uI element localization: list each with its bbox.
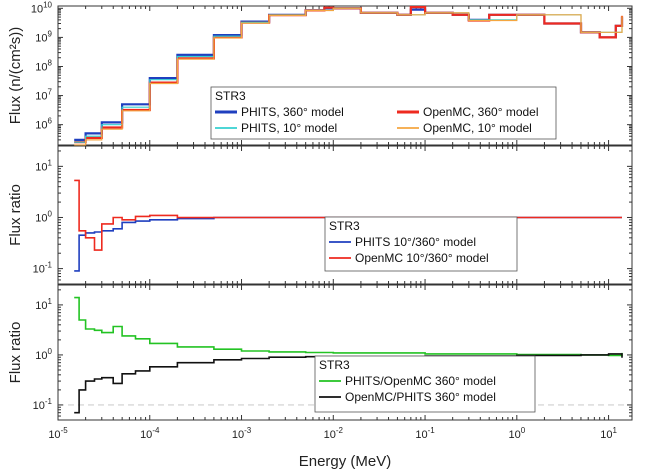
x-tick-label: 10-3 — [232, 426, 252, 441]
x-tick-label: 10-5 — [48, 426, 68, 441]
y-tick-label: 107 — [35, 88, 52, 103]
y-axis-label: Flux ratio — [7, 184, 24, 246]
y-tick-label: 100 — [35, 347, 52, 362]
panel-bottom: 10-1 100 101 10-5 10-4 10-3 10-2 10-1 100 101 Flux… — [7, 284, 633, 470]
series-line-middle-1 — [74, 179, 622, 251]
y-tick-label: 106 — [35, 117, 52, 132]
legend-label: OpenMC, 10° model — [423, 121, 532, 135]
legend-middle: STR3 PHITS 10°/360° model OpenMC 10°/360° … — [324, 216, 518, 272]
legend-title: STR3 — [215, 89, 246, 103]
y-axis-label: Flux ratio — [7, 322, 24, 384]
series-line-top-3 — [74, 7, 623, 146]
x-axis-label: Energy (MeV) — [299, 453, 392, 470]
x-tick-label: 101 — [600, 426, 617, 441]
y-tick-label: 10-1 — [33, 261, 53, 276]
y-tick-label: 1010 — [31, 0, 53, 15]
y-axis-label: Flux (n/(cm²s)) — [7, 27, 24, 125]
legend-label: PHITS, 360° model — [241, 105, 344, 119]
x-tick-label: 10-4 — [140, 426, 160, 441]
legend-box — [314, 355, 536, 413]
panel-top: 106 107 108 109 1010 Flux (n/(cm²s)) STR3 PHITS… — [7, 0, 633, 146]
y-tick-label: 108 — [35, 58, 52, 73]
legend-label: OpenMC/PHITS 360° model — [345, 390, 496, 404]
y-tick-label: 109 — [35, 29, 52, 44]
x-tick-label: 10-1 — [415, 426, 435, 441]
y-tick-label: 101 — [35, 158, 52, 173]
legend-top: STR3 PHITS, 360° model OpenMC, 360° model P… — [210, 86, 557, 140]
legend-box — [210, 86, 557, 140]
legend-label: PHITS, 10° model — [241, 121, 337, 135]
x-tick-label: 10-2 — [324, 426, 344, 441]
legend-title: STR3 — [329, 219, 360, 233]
legend-label: OpenMC 10°/360° model — [355, 251, 489, 265]
legend-box — [324, 216, 518, 272]
series-line-bottom-1 — [74, 353, 623, 414]
y-tick-label: 101 — [35, 297, 52, 312]
x-tick-label: 100 — [508, 426, 525, 441]
y-tick-label: 100 — [35, 209, 52, 224]
series-line-bottom-0 — [74, 296, 623, 357]
legend-label: OpenMC, 360° model — [423, 105, 539, 119]
legend-label: PHITS/OpenMC 360° model — [345, 374, 496, 388]
panel-middle: 10-1 100 101 Flux ratio STR3 PHITS 10°/360° m… — [7, 145, 633, 285]
legend-bottom: STR3 PHITS/OpenMC 360° model OpenMC/PHITS … — [314, 355, 536, 413]
legend-label: PHITS 10°/360° model — [355, 235, 476, 249]
y-tick-label: 10-1 — [33, 397, 53, 412]
legend-title: STR3 — [319, 358, 350, 372]
